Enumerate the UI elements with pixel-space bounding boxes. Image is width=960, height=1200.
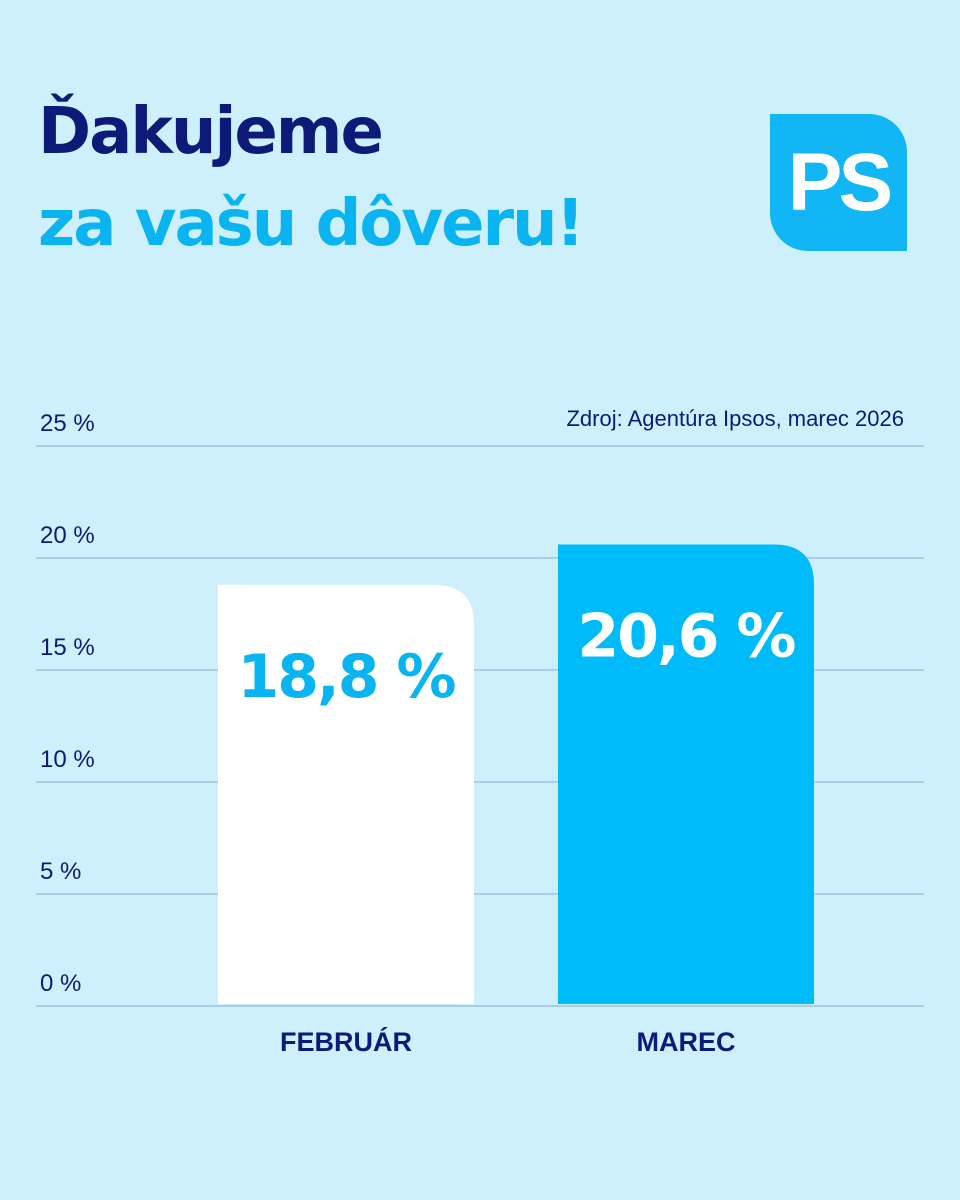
party-logo: PS: [770, 114, 907, 251]
bar-value-label: 18,8 %: [237, 642, 455, 712]
y-tick-label: 10 %: [40, 746, 95, 773]
y-tick-label: 15 %: [40, 634, 95, 661]
source-note: Zdroj: Agentúra Ipsos, marec 2026: [566, 406, 904, 431]
x-category-label: FEBRUÁR: [280, 1026, 412, 1057]
bar: [558, 544, 814, 1004]
page-title-line1: Ďakujeme: [38, 95, 384, 169]
x-category-label: MAREC: [637, 1027, 736, 1057]
y-tick-label: 5 %: [40, 858, 81, 885]
y-tick-label: 0 %: [40, 970, 81, 997]
bar-value-label: 20,6 %: [577, 602, 795, 672]
y-tick-label: 20 %: [40, 522, 95, 549]
y-tick-label: 25 %: [40, 410, 95, 437]
page-title-line2: za vašu dôveru!: [38, 187, 585, 261]
bar: [218, 584, 474, 1004]
